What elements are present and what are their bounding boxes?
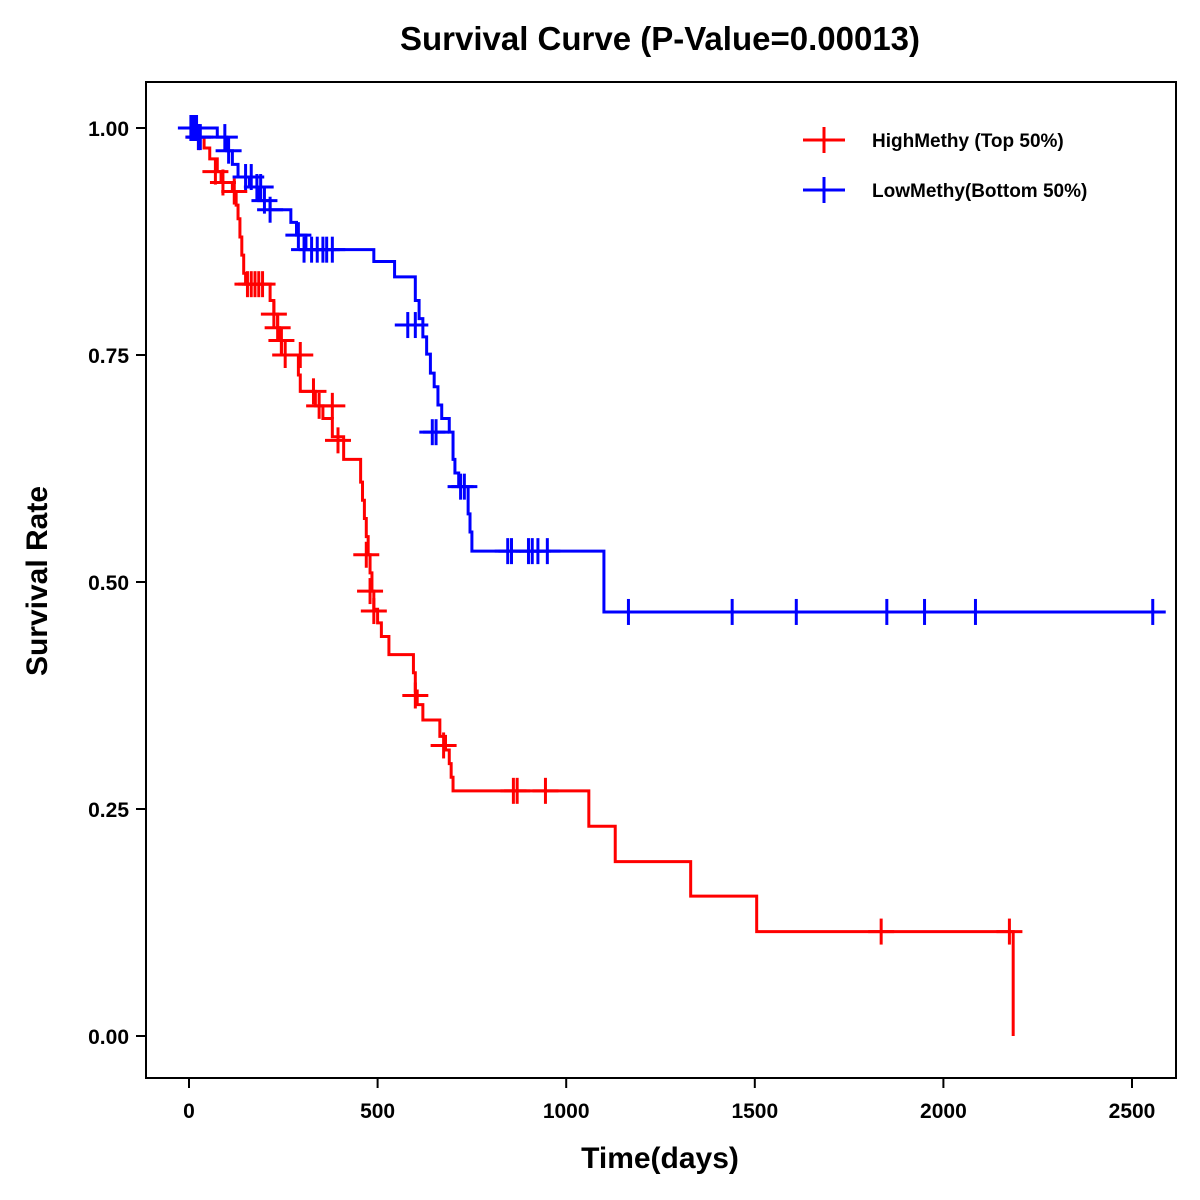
plot-frame [145, 81, 1177, 1079]
censor-mark [260, 301, 287, 328]
y-tick-label: 1.00 [88, 118, 129, 141]
censor-mark [911, 598, 938, 625]
x-tick-label: 2000 [920, 1100, 967, 1123]
y-tick-label: 0.25 [88, 799, 129, 822]
censor-mark [719, 598, 746, 625]
censor-mark [300, 378, 327, 405]
x-axis: 0 500 1000 1500 2000 2500 [183, 1078, 1155, 1123]
y-axis: 0.00 0.25 0.50 0.75 1.00 [88, 118, 146, 1049]
censor-mark [357, 578, 384, 605]
censor-mark [353, 541, 380, 568]
series-low-methy [177, 115, 1166, 625]
x-tick-label: 0 [183, 1100, 195, 1123]
y-tick-label: 0.00 [88, 1026, 129, 1049]
censor-mark [285, 222, 312, 249]
x-tick-label: 2500 [1109, 1100, 1156, 1123]
censor-mark [264, 314, 291, 341]
censor-mark [402, 312, 429, 339]
censor-mark [324, 427, 351, 454]
x-tick-label: 1000 [543, 1100, 590, 1123]
censor-mark [211, 124, 238, 151]
censor-mark [247, 174, 274, 201]
legend-item: HighMethy (Top 50%) [803, 127, 1064, 153]
censor-mark [319, 236, 346, 263]
y-tick-label: 0.50 [88, 572, 129, 595]
censor-mark [873, 598, 900, 625]
x-axis-label: Time(days) [581, 1142, 739, 1175]
censor-mark [868, 918, 895, 945]
censor-mark [268, 327, 295, 354]
y-tick-label: 0.75 [88, 345, 129, 368]
survival-curve [189, 126, 1155, 614]
censor-mark [504, 777, 531, 804]
censor-mark [360, 598, 387, 625]
censor-mark [1139, 598, 1166, 625]
legend-cross-icon [803, 177, 845, 203]
legend-item: LowMethy(Bottom 50%) [803, 177, 1087, 203]
censor-mark [221, 178, 248, 205]
censor-mark [534, 538, 561, 565]
censor-mark [783, 598, 810, 625]
x-tick-label: 500 [360, 1100, 395, 1123]
censor-mark [962, 598, 989, 625]
chart-title: Survival Curve (P-Value=0.00013) [400, 20, 920, 57]
y-axis-label: Survival Rate [21, 486, 54, 676]
legend: HighMethy (Top 50%) LowMethy(Bottom 50%) [803, 127, 1087, 203]
series-layer [177, 115, 1166, 1036]
censor-mark [249, 271, 276, 298]
survival-curve [189, 126, 1015, 1036]
censor-mark [319, 392, 346, 419]
censor-mark [996, 918, 1023, 945]
censor-mark [187, 124, 214, 151]
censor-mark [615, 598, 642, 625]
censor-mark [215, 137, 242, 164]
legend-label: HighMethy (Top 50%) [872, 131, 1064, 152]
censor-mark [257, 196, 284, 223]
censor-mark [451, 473, 478, 500]
x-tick-label: 1500 [731, 1100, 778, 1123]
censor-mark [202, 158, 229, 185]
censor-mark [423, 419, 450, 446]
censor-mark [430, 732, 457, 759]
censor-mark [402, 682, 429, 709]
legend-cross-icon [803, 127, 845, 153]
censor-mark [532, 777, 559, 804]
legend-label: LowMethy(Bottom 50%) [872, 181, 1087, 202]
censor-mark [287, 342, 314, 368]
